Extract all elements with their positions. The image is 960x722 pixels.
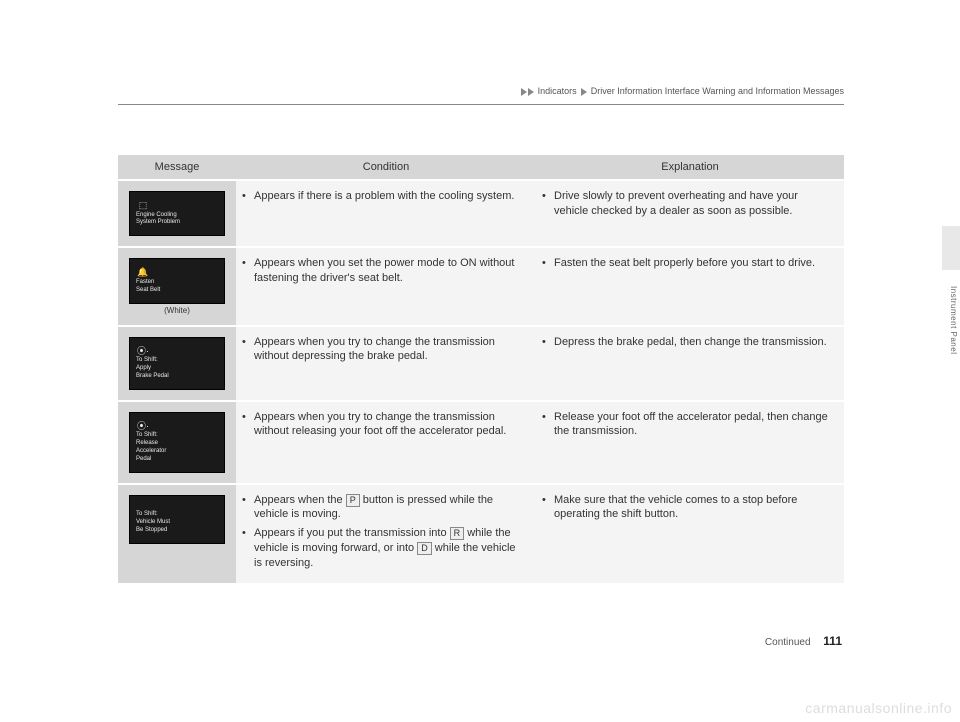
breadcrumb: Indicators Driver Information Interface …: [118, 86, 844, 105]
table-row: ⦿·To Shift:ApplyBrake Pedal Appears when …: [118, 327, 844, 400]
explanation-cell: Make sure that the vehicle comes to a st…: [536, 485, 844, 583]
condition-cell: Appears when you try to change the trans…: [236, 402, 536, 483]
dashboard-message-icon: ⦿·To Shift:ApplyBrake Pedal: [129, 337, 225, 390]
col-header-message: Message: [118, 155, 236, 179]
condition-item: Appears when you try to change the trans…: [254, 410, 526, 440]
explanation-cell: Fasten the seat belt properly before you…: [536, 248, 844, 324]
col-header-condition: Condition: [236, 155, 536, 179]
chevron-icon: [528, 88, 534, 96]
dashboard-text: To Shift:ReleaseAcceleratorPedal: [136, 432, 206, 463]
condition-cell: Appears when the P button is pressed whi…: [236, 485, 536, 583]
warning-icon: ⦿·: [136, 421, 150, 433]
breadcrumb-level1: Indicators: [538, 86, 577, 96]
chevron-icon: [581, 88, 587, 96]
condition-cell: Appears when you set the power mode to O…: [236, 248, 536, 324]
condition-item: Appears when you try to change the trans…: [254, 335, 526, 365]
condition-cell: Appears when you try to change the trans…: [236, 327, 536, 400]
table-row: 🔔FastenSeat Belt (White) Appears when you …: [118, 248, 844, 324]
explanation-item: Drive slowly to prevent overheating and …: [554, 189, 834, 219]
explanation-cell: Drive slowly to prevent overheating and …: [536, 181, 844, 246]
condition-item: Appears if there is a problem with the c…: [254, 189, 526, 204]
side-tab: [942, 226, 960, 270]
table-row: ⦿·To Shift:ReleaseAcceleratorPedal Appear…: [118, 402, 844, 483]
breadcrumb-level2: Driver Information Interface Warning and…: [591, 86, 844, 96]
chevron-icon: [521, 88, 527, 96]
warning-icon: 🔔: [136, 267, 150, 279]
warning-icon: ⦿·: [136, 346, 150, 358]
page-footer: Continued 111: [765, 634, 842, 648]
dashboard-message-icon: 🔔FastenSeat Belt: [129, 258, 225, 303]
message-cell: 🔔FastenSeat Belt (White): [118, 248, 236, 324]
table-row: ⬚Engine CoolingSystem Problem Appears if …: [118, 181, 844, 246]
gear-key-icon: P: [346, 494, 360, 507]
condition-item: Appears when the P button is pressed whi…: [254, 493, 526, 523]
explanation-item: Make sure that the vehicle comes to a st…: [554, 493, 834, 523]
condition-item: Appears if you put the transmission into…: [254, 526, 526, 571]
warning-table: Message Condition Explanation ⬚Engine Co…: [118, 153, 844, 585]
message-cell: ⬚Engine CoolingSystem Problem: [118, 181, 236, 246]
page-number: 111: [823, 634, 842, 648]
message-color-label: (White): [122, 306, 232, 315]
message-cell: ⦿·To Shift:ApplyBrake Pedal: [118, 327, 236, 400]
explanation-item: Release your foot off the accelerator pe…: [554, 410, 834, 440]
dashboard-text: To Shift:Vehicle MustBe Stopped: [136, 511, 206, 534]
watermark: carmanualsonline.info: [805, 700, 952, 716]
explanation-item: Depress the brake pedal, then change the…: [554, 335, 834, 350]
message-cell: To Shift:Vehicle MustBe Stopped: [118, 485, 236, 583]
page-content: Indicators Driver Information Interface …: [118, 86, 844, 585]
table-row: To Shift:Vehicle MustBe Stopped Appears w…: [118, 485, 844, 583]
dashboard-text: FastenSeat Belt: [136, 279, 206, 295]
warning-icon: ⬚: [136, 200, 150, 212]
dashboard-text: To Shift:ApplyBrake Pedal: [136, 357, 206, 380]
gear-key-icon: R: [450, 527, 465, 540]
col-header-explanation: Explanation: [536, 155, 844, 179]
dashboard-message-icon: ⬚Engine CoolingSystem Problem: [129, 191, 225, 236]
dashboard-text: Engine CoolingSystem Problem: [136, 212, 206, 228]
explanation-cell: Depress the brake pedal, then change the…: [536, 327, 844, 400]
condition-item: Appears when you set the power mode to O…: [254, 256, 526, 286]
explanation-item: Fasten the seat belt properly before you…: [554, 256, 834, 271]
continued-label: Continued: [765, 637, 811, 648]
condition-cell: Appears if there is a problem with the c…: [236, 181, 536, 246]
gear-key-icon: D: [417, 542, 432, 555]
message-cell: ⦿·To Shift:ReleaseAcceleratorPedal: [118, 402, 236, 483]
dashboard-message-icon: ⦿·To Shift:ReleaseAcceleratorPedal: [129, 412, 225, 473]
dashboard-message-icon: To Shift:Vehicle MustBe Stopped: [129, 495, 225, 544]
side-section-label: Instrument Panel: [949, 286, 958, 354]
explanation-cell: Release your foot off the accelerator pe…: [536, 402, 844, 483]
